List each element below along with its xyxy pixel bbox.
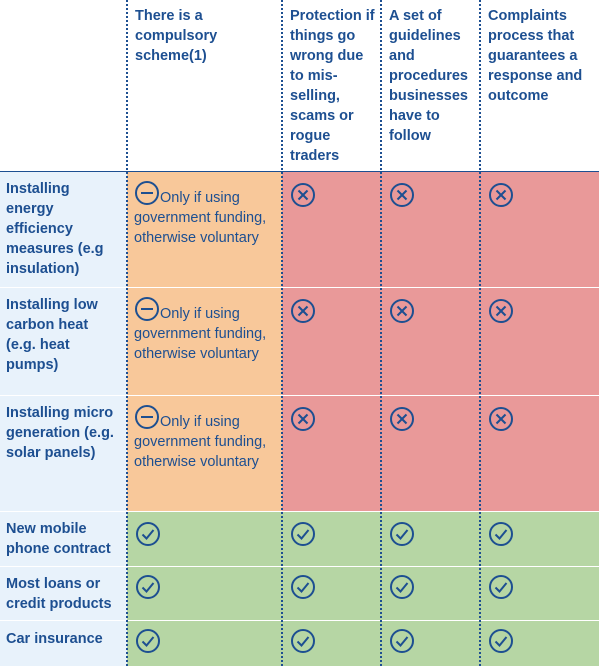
cross-circle-icon bbox=[488, 406, 514, 432]
minus-circle-icon bbox=[134, 180, 160, 206]
check-circle-icon bbox=[488, 521, 514, 547]
cross-circle-icon bbox=[290, 406, 316, 432]
cell-partial: Only if using government funding, otherw… bbox=[127, 396, 282, 512]
row-header-car-insurance: Car insurance bbox=[0, 621, 127, 666]
cell-yes bbox=[381, 567, 480, 621]
cell-yes bbox=[480, 621, 599, 666]
cross-circle-icon bbox=[389, 182, 415, 208]
cell-no bbox=[480, 396, 599, 512]
check-circle-icon bbox=[135, 628, 161, 654]
row-divider bbox=[0, 511, 599, 512]
cell-yes bbox=[381, 512, 480, 567]
check-circle-icon bbox=[135, 521, 161, 547]
check-circle-icon bbox=[290, 574, 316, 600]
corner-cell bbox=[0, 0, 127, 172]
cell-no bbox=[480, 288, 599, 396]
column-divider bbox=[479, 0, 481, 666]
cell-no bbox=[480, 172, 599, 288]
check-circle-icon bbox=[135, 574, 161, 600]
partial-note: Only if using government funding, otherw… bbox=[134, 414, 267, 470]
column-divider bbox=[281, 0, 283, 666]
row-divider bbox=[0, 395, 599, 396]
check-circle-icon bbox=[488, 574, 514, 600]
column-divider bbox=[380, 0, 382, 666]
cell-yes bbox=[480, 567, 599, 621]
cell-partial: Only if using government funding, otherw… bbox=[127, 288, 282, 396]
check-circle-icon bbox=[389, 628, 415, 654]
row-divider bbox=[0, 566, 599, 567]
column-header-complaints: Complaints process that guarantees a res… bbox=[480, 0, 599, 172]
row-header-micro-generation: Installing micro generation (e.g. solar … bbox=[0, 396, 127, 512]
check-circle-icon bbox=[290, 521, 316, 547]
cell-no bbox=[381, 396, 480, 512]
cross-circle-icon bbox=[488, 298, 514, 324]
partial-note: Only if using government funding, otherw… bbox=[134, 306, 267, 362]
partial-note: Only if using government funding, otherw… bbox=[134, 190, 267, 246]
column-divider bbox=[126, 0, 128, 666]
minus-circle-icon bbox=[134, 296, 160, 322]
column-header-protection: Protection if things go wrong due to mis… bbox=[282, 0, 381, 172]
cross-circle-icon bbox=[290, 298, 316, 324]
cell-yes bbox=[127, 621, 282, 666]
cell-no bbox=[381, 172, 480, 288]
cross-circle-icon bbox=[389, 406, 415, 432]
cell-no bbox=[282, 172, 381, 288]
cell-partial: Only if using government funding, otherw… bbox=[127, 172, 282, 288]
row-header-energy-efficiency: Installing energy efficiency measures (e… bbox=[0, 172, 127, 288]
cell-no bbox=[282, 288, 381, 396]
cell-no bbox=[381, 288, 480, 396]
check-circle-icon bbox=[488, 628, 514, 654]
check-circle-icon bbox=[389, 521, 415, 547]
cell-yes bbox=[282, 512, 381, 567]
cell-yes bbox=[381, 621, 480, 666]
column-header-guidelines: A set of guidelines and procedures busin… bbox=[381, 0, 480, 172]
row-header-low-carbon-heat: Installing low carbon heat (e.g. heat pu… bbox=[0, 288, 127, 396]
row-divider bbox=[0, 287, 599, 288]
cell-yes bbox=[282, 567, 381, 621]
row-header-mobile-contract: New mobile phone contract bbox=[0, 512, 127, 567]
row-header-loans: Most loans or credit products bbox=[0, 567, 127, 621]
cross-circle-icon bbox=[290, 182, 316, 208]
cell-no bbox=[282, 396, 381, 512]
cell-yes bbox=[480, 512, 599, 567]
header-divider bbox=[0, 171, 599, 172]
cross-circle-icon bbox=[488, 182, 514, 208]
minus-circle-icon bbox=[134, 404, 160, 430]
column-header-compulsory-scheme: There is a compulsory scheme(1) bbox=[127, 0, 282, 172]
check-circle-icon bbox=[389, 574, 415, 600]
cell-yes bbox=[127, 512, 282, 567]
cell-yes bbox=[282, 621, 381, 666]
cross-circle-icon bbox=[389, 298, 415, 324]
row-divider bbox=[0, 620, 599, 621]
cell-yes bbox=[127, 567, 282, 621]
check-circle-icon bbox=[290, 628, 316, 654]
